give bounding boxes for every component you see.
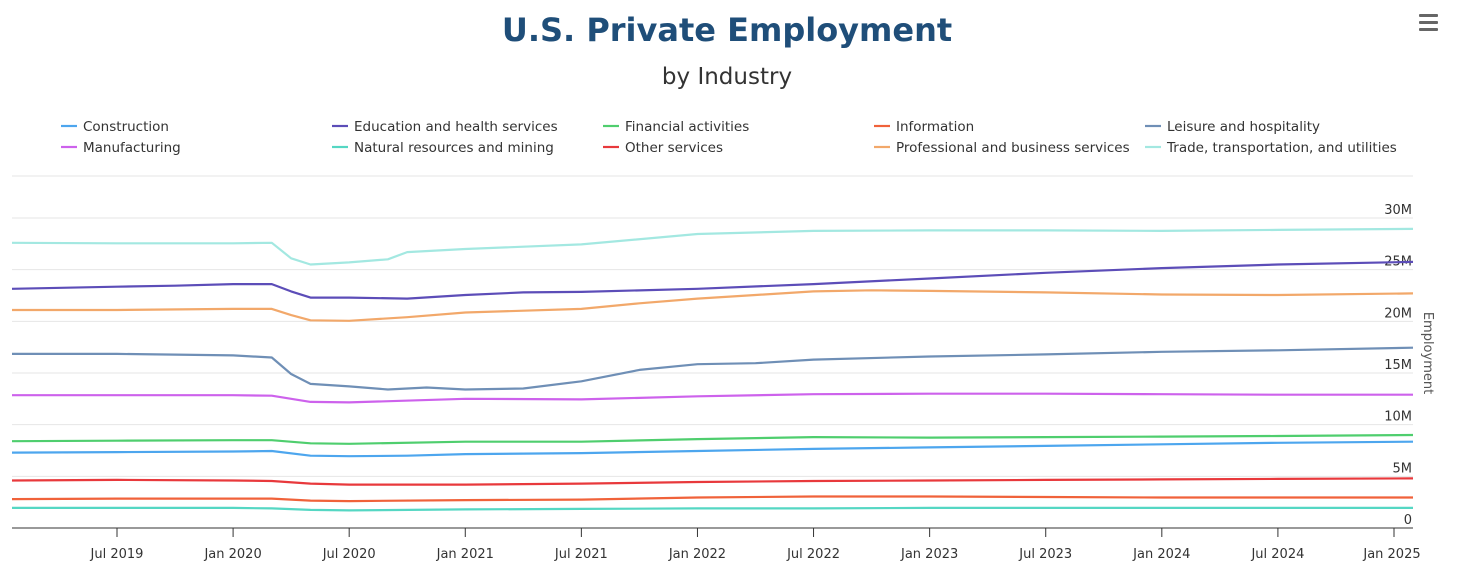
x-tick-label: Jan 2022: [668, 547, 726, 562]
legend-item-education-and-health-services[interactable]: Education and health services: [332, 119, 558, 135]
x-tick-label: Jul 2024: [1250, 547, 1304, 562]
x-tick-label: Jan 2023: [900, 547, 958, 562]
hamburger-menu-icon: [1414, 14, 1442, 31]
legend-label: Leisure and hospitality: [1167, 119, 1320, 135]
y-tick-label: 0: [1404, 513, 1412, 528]
legend-label: Trade, transportation, and utilities: [1166, 140, 1397, 156]
legend-label: Information: [896, 119, 974, 135]
x-tick-label: Jul 2019: [90, 547, 144, 562]
legend-label: Manufacturing: [83, 140, 181, 156]
chart-title: U.S. Private Employment: [502, 11, 952, 49]
legend-item-professional-and-business-services[interactable]: Professional and business services: [874, 140, 1130, 156]
legend-item-financial-activities[interactable]: Financial activities: [603, 119, 749, 135]
series-line-natural-resources-and-mining[interactable]: [12, 506, 1413, 512]
chart-menu-button[interactable]: [1414, 10, 1442, 36]
y-tick-label: 30M: [1384, 203, 1412, 218]
legend-item-other-services[interactable]: Other services: [603, 140, 723, 156]
series-line-trade-transportation-and-utilities[interactable]: [11, 227, 1414, 266]
series-lines: [11, 227, 1414, 512]
legend-label: Education and health services: [354, 119, 558, 135]
legend-item-natural-resources-and-mining[interactable]: Natural resources and mining: [332, 140, 554, 156]
series-line-other-services[interactable]: [11, 477, 1414, 486]
x-tick-label: Jul 2021: [554, 547, 608, 562]
x-axis-ticks: Jul 2019 Jan 2020 Jul 2020 Jan 2021 Jul 2021…: [90, 528, 1421, 562]
legend-label: Professional and business services: [896, 140, 1130, 156]
x-tick-label: Jul 2022: [786, 547, 840, 562]
x-tick-label: Jan 2025: [1362, 547, 1420, 562]
y-tick-label: 5M: [1393, 461, 1413, 476]
series-line-construction[interactable]: [11, 440, 1414, 458]
x-tick-label: Jul 2023: [1018, 547, 1072, 562]
series-line-financial-activities[interactable]: [11, 433, 1414, 445]
series-line-manufacturing[interactable]: [12, 392, 1413, 404]
chart-subtitle: by Industry: [662, 64, 792, 90]
chart-legend: Construction Education and health service…: [61, 119, 1397, 156]
series-line-education-and-health-services[interactable]: [11, 260, 1414, 300]
y-gridlines: [12, 217, 1413, 477]
legend-label: Natural resources and mining: [354, 140, 554, 156]
x-tick-label: Jul 2020: [322, 547, 376, 562]
y-tick-label: 10M: [1384, 410, 1412, 425]
y-axis-title: Employment: [1420, 312, 1435, 394]
legend-item-trade-transportation-and-utilities[interactable]: Trade, transportation, and utilities: [1145, 140, 1397, 156]
y-tick-label: 20M: [1384, 306, 1412, 321]
legend-label: Construction: [83, 119, 169, 135]
legend-item-manufacturing[interactable]: Manufacturing: [61, 140, 181, 156]
series-line-information[interactable]: [11, 495, 1413, 503]
x-tick-label: Jan 2020: [203, 547, 261, 562]
legend-label: Other services: [625, 140, 723, 156]
legend-item-information[interactable]: Information: [874, 119, 974, 135]
legend-item-leisure-and-hospitality[interactable]: Leisure and hospitality: [1145, 119, 1320, 135]
x-tick-label: Jan 2021: [436, 547, 494, 562]
legend-label: Financial activities: [625, 119, 749, 135]
series-line-leisure-and-hospitality[interactable]: [12, 346, 1414, 391]
y-tick-label: 15M: [1384, 358, 1412, 373]
series-line-professional-and-business-services[interactable]: [12, 289, 1414, 322]
legend-item-construction[interactable]: Construction: [61, 119, 169, 135]
x-tick-label: Jan 2024: [1132, 547, 1190, 562]
